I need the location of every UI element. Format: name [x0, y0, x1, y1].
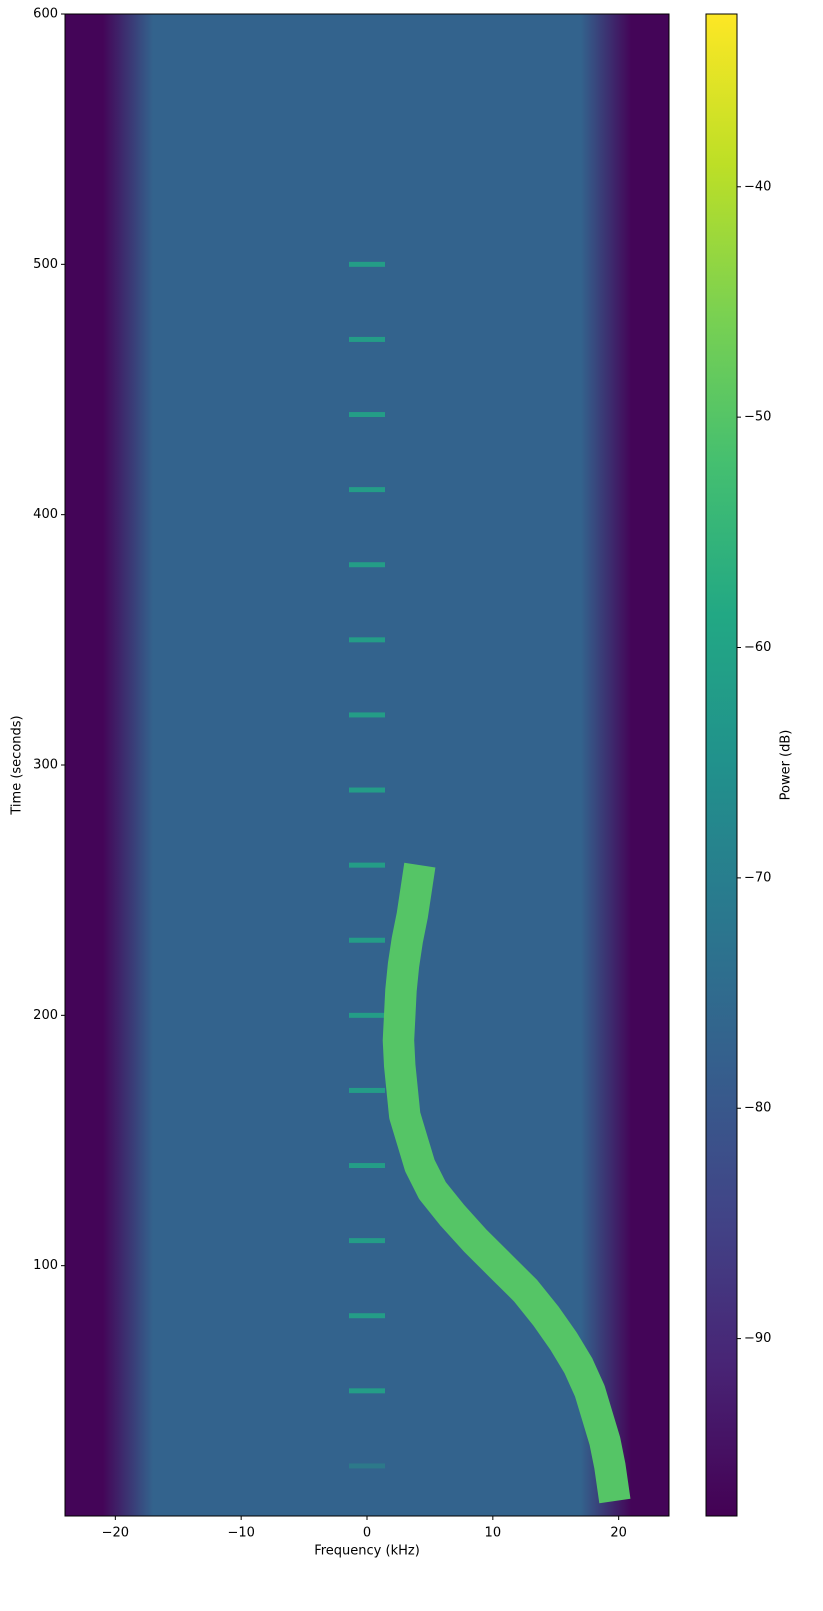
pulse	[349, 862, 385, 868]
pulse	[349, 1012, 385, 1018]
y-tick-label: 300	[33, 758, 58, 773]
pulse	[349, 1388, 385, 1394]
y-tick-label: 100	[33, 1258, 58, 1273]
y-tick-label: 200	[33, 1008, 58, 1023]
colorbar-tick-label: −80	[744, 1101, 771, 1116]
pulse	[349, 487, 385, 493]
pulse	[349, 712, 385, 718]
pulse	[349, 1238, 385, 1244]
y-tick-label: 500	[33, 257, 58, 272]
colorbar-frame	[705, 13, 738, 1517]
pulse	[349, 1163, 385, 1169]
y-axis-label: Time (seconds)	[10, 715, 25, 815]
colorbar-tick-label: −70	[744, 870, 771, 885]
x-axis-label: Frequency (kHz)	[314, 1544, 420, 1559]
colorbar-tick-label: −60	[744, 640, 771, 655]
pulse	[349, 336, 385, 342]
pulse	[349, 637, 385, 643]
colorbar-tick-label: −90	[744, 1331, 771, 1346]
pulse	[349, 937, 385, 943]
x-tick-label: 0	[363, 1526, 371, 1541]
pulse	[349, 787, 385, 793]
y-tick-label: 600	[33, 7, 58, 22]
pulse	[349, 1087, 385, 1093]
pulse	[349, 261, 385, 267]
colorbar	[706, 14, 737, 1516]
x-tick-label: −20	[102, 1526, 129, 1541]
x-tick-label: 20	[610, 1526, 627, 1541]
spectrogram-background	[65, 14, 669, 1516]
colorbar-label: Power (dB)	[779, 730, 794, 801]
pulse	[349, 1313, 385, 1319]
x-tick-label: −10	[227, 1526, 254, 1541]
x-tick-label: 10	[485, 1526, 502, 1541]
colorbar-tick-label: −40	[744, 179, 771, 194]
pulse	[349, 1463, 385, 1469]
colorbar-tick-label: −50	[744, 410, 771, 425]
y-tick-label: 400	[33, 507, 58, 522]
pulse	[349, 562, 385, 568]
pulse	[349, 412, 385, 418]
signal-trace	[382, 862, 631, 1504]
